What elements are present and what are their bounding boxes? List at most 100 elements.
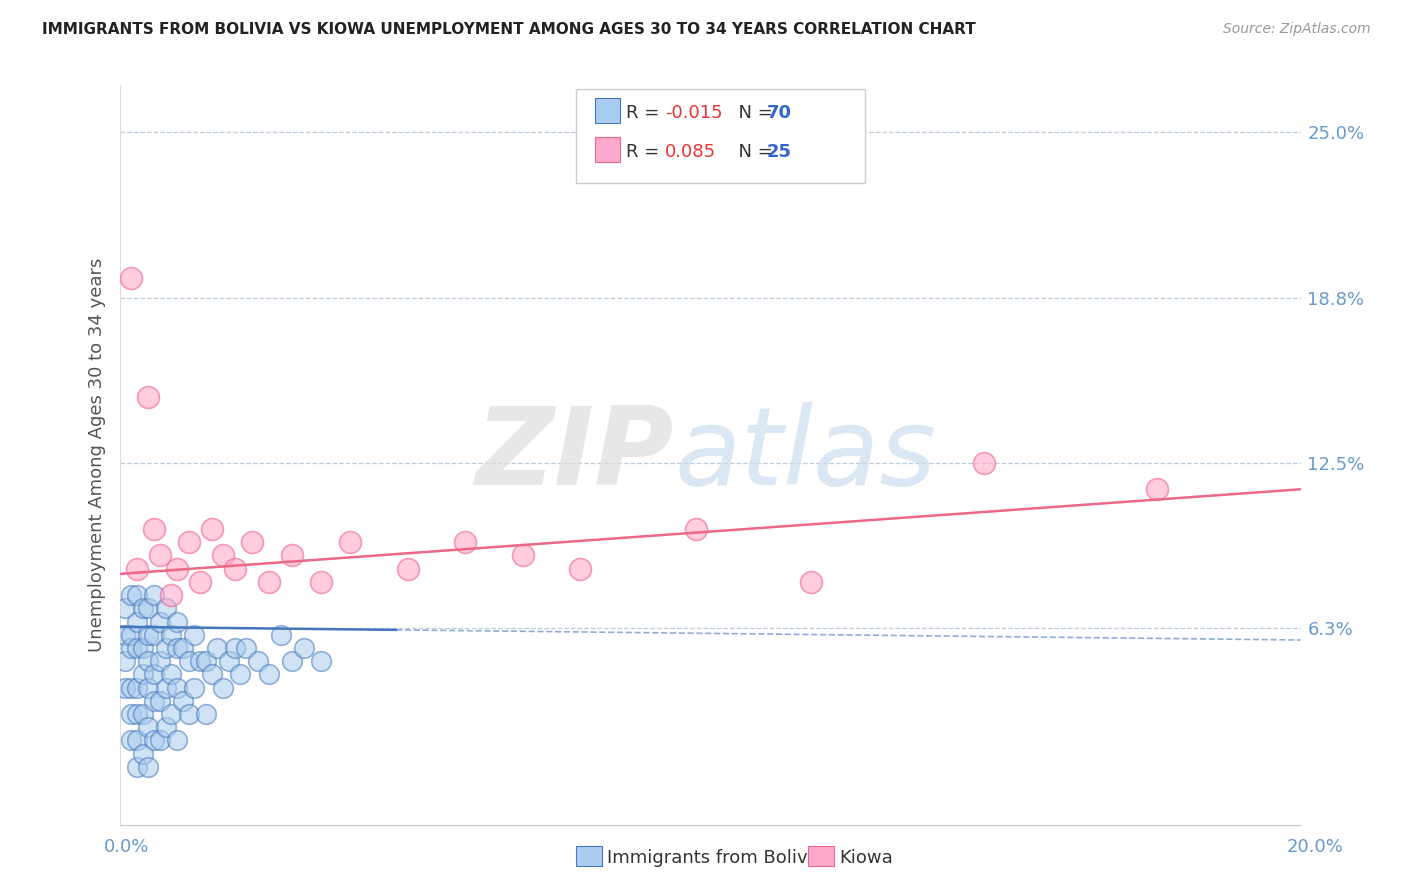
Text: 0.0%: 0.0%	[104, 838, 149, 855]
Point	[125, 760, 148, 774]
Point	[149, 694, 172, 708]
Point	[143, 588, 166, 602]
Point	[131, 601, 153, 615]
Point	[125, 733, 148, 747]
Text: R =: R =	[626, 143, 665, 161]
Point	[685, 522, 707, 536]
Point	[166, 561, 188, 575]
Text: -0.015: -0.015	[665, 104, 723, 122]
Point	[120, 681, 142, 695]
Point	[136, 760, 159, 774]
Point	[131, 747, 153, 761]
Point	[800, 574, 823, 589]
Point	[292, 640, 315, 655]
Point	[160, 706, 183, 721]
Point	[125, 706, 148, 721]
Point	[136, 720, 159, 734]
Point	[143, 694, 166, 708]
Text: Immigrants from Bolivia: Immigrants from Bolivia	[607, 849, 824, 867]
Point	[188, 654, 211, 668]
Text: 70: 70	[766, 104, 792, 122]
Point	[166, 733, 188, 747]
Point	[172, 694, 194, 708]
Point	[259, 574, 281, 589]
Point	[229, 667, 252, 681]
Point	[177, 706, 200, 721]
Point	[569, 561, 592, 575]
Point	[973, 456, 995, 470]
Point	[120, 706, 142, 721]
Point	[188, 574, 211, 589]
Point	[120, 588, 142, 602]
Point	[125, 561, 148, 575]
Point	[224, 640, 246, 655]
Point	[155, 640, 177, 655]
Point	[194, 706, 217, 721]
Text: 20.0%: 20.0%	[1286, 838, 1343, 855]
Point	[160, 667, 183, 681]
Point	[183, 681, 205, 695]
Point	[172, 640, 194, 655]
Point	[136, 601, 159, 615]
Point	[149, 615, 172, 629]
Point	[166, 640, 188, 655]
Point	[309, 654, 332, 668]
Point	[339, 535, 361, 549]
Point	[155, 601, 177, 615]
Point	[143, 667, 166, 681]
Text: N =: N =	[727, 104, 779, 122]
Point	[136, 654, 159, 668]
Point	[309, 574, 332, 589]
Point	[166, 615, 188, 629]
Point	[120, 640, 142, 655]
Point	[259, 667, 281, 681]
Point	[177, 654, 200, 668]
Text: IMMIGRANTS FROM BOLIVIA VS KIOWA UNEMPLOYMENT AMONG AGES 30 TO 34 YEARS CORRELAT: IMMIGRANTS FROM BOLIVIA VS KIOWA UNEMPLO…	[42, 22, 976, 37]
Point	[454, 535, 477, 549]
Point	[281, 654, 304, 668]
Text: 0.085: 0.085	[665, 143, 716, 161]
Point	[120, 270, 142, 285]
Point	[396, 561, 419, 575]
Point	[143, 522, 166, 536]
Text: atlas: atlas	[675, 402, 936, 508]
Point	[131, 667, 153, 681]
Text: ZIP: ZIP	[477, 402, 675, 508]
Point	[224, 561, 246, 575]
Text: R =: R =	[626, 104, 665, 122]
Point	[177, 535, 200, 549]
Point	[114, 654, 136, 668]
Point	[114, 601, 136, 615]
Point	[125, 588, 148, 602]
Point	[212, 681, 235, 695]
Point	[160, 588, 183, 602]
Point	[125, 615, 148, 629]
Point	[125, 640, 148, 655]
Point	[207, 640, 229, 655]
Point	[149, 733, 172, 747]
Text: Source: ZipAtlas.com: Source: ZipAtlas.com	[1223, 22, 1371, 37]
Point	[240, 535, 263, 549]
Point	[201, 522, 224, 536]
Point	[155, 720, 177, 734]
Point	[160, 628, 183, 642]
Point	[194, 654, 217, 668]
Point	[131, 706, 153, 721]
Point	[114, 681, 136, 695]
Point	[281, 549, 304, 563]
Point	[120, 733, 142, 747]
Point	[131, 640, 153, 655]
Point	[120, 628, 142, 642]
Point	[125, 681, 148, 695]
Point	[136, 628, 159, 642]
Point	[136, 681, 159, 695]
Point	[143, 628, 166, 642]
Point	[136, 390, 159, 404]
Point	[114, 628, 136, 642]
Point	[270, 628, 292, 642]
Point	[246, 654, 269, 668]
Point	[512, 549, 534, 563]
Point	[218, 654, 240, 668]
Point	[166, 681, 188, 695]
Y-axis label: Unemployment Among Ages 30 to 34 years: Unemployment Among Ages 30 to 34 years	[87, 258, 105, 652]
